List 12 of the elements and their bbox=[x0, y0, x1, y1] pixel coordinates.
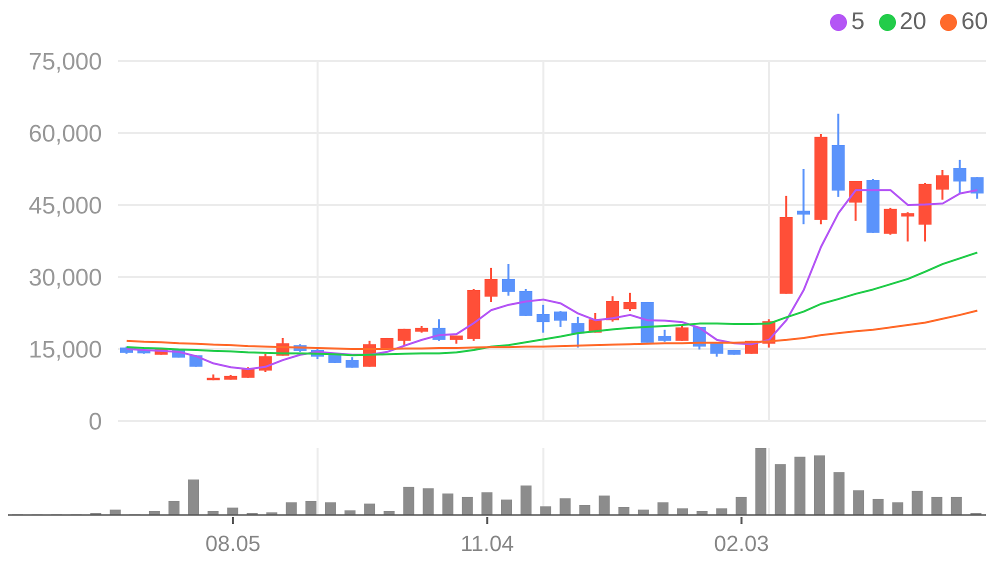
y-tick-label: 45,000 bbox=[28, 192, 102, 220]
x-tick-label: 08.05 bbox=[205, 531, 260, 556]
y-tick-label: 60,000 bbox=[28, 120, 102, 148]
legend-label: 20 bbox=[900, 8, 926, 36]
y-tick-label: 75,000 bbox=[28, 48, 102, 76]
y-tick-label: 30,000 bbox=[28, 264, 102, 292]
y-tick-label: 15,000 bbox=[28, 336, 102, 364]
x-tick-label: 02.03 bbox=[714, 531, 770, 556]
x-tick-label: 11.04 bbox=[460, 531, 514, 556]
y-tick-label: 0 bbox=[88, 408, 102, 436]
legend-label: 60 bbox=[961, 8, 988, 36]
legend-label: 5 bbox=[851, 8, 865, 36]
